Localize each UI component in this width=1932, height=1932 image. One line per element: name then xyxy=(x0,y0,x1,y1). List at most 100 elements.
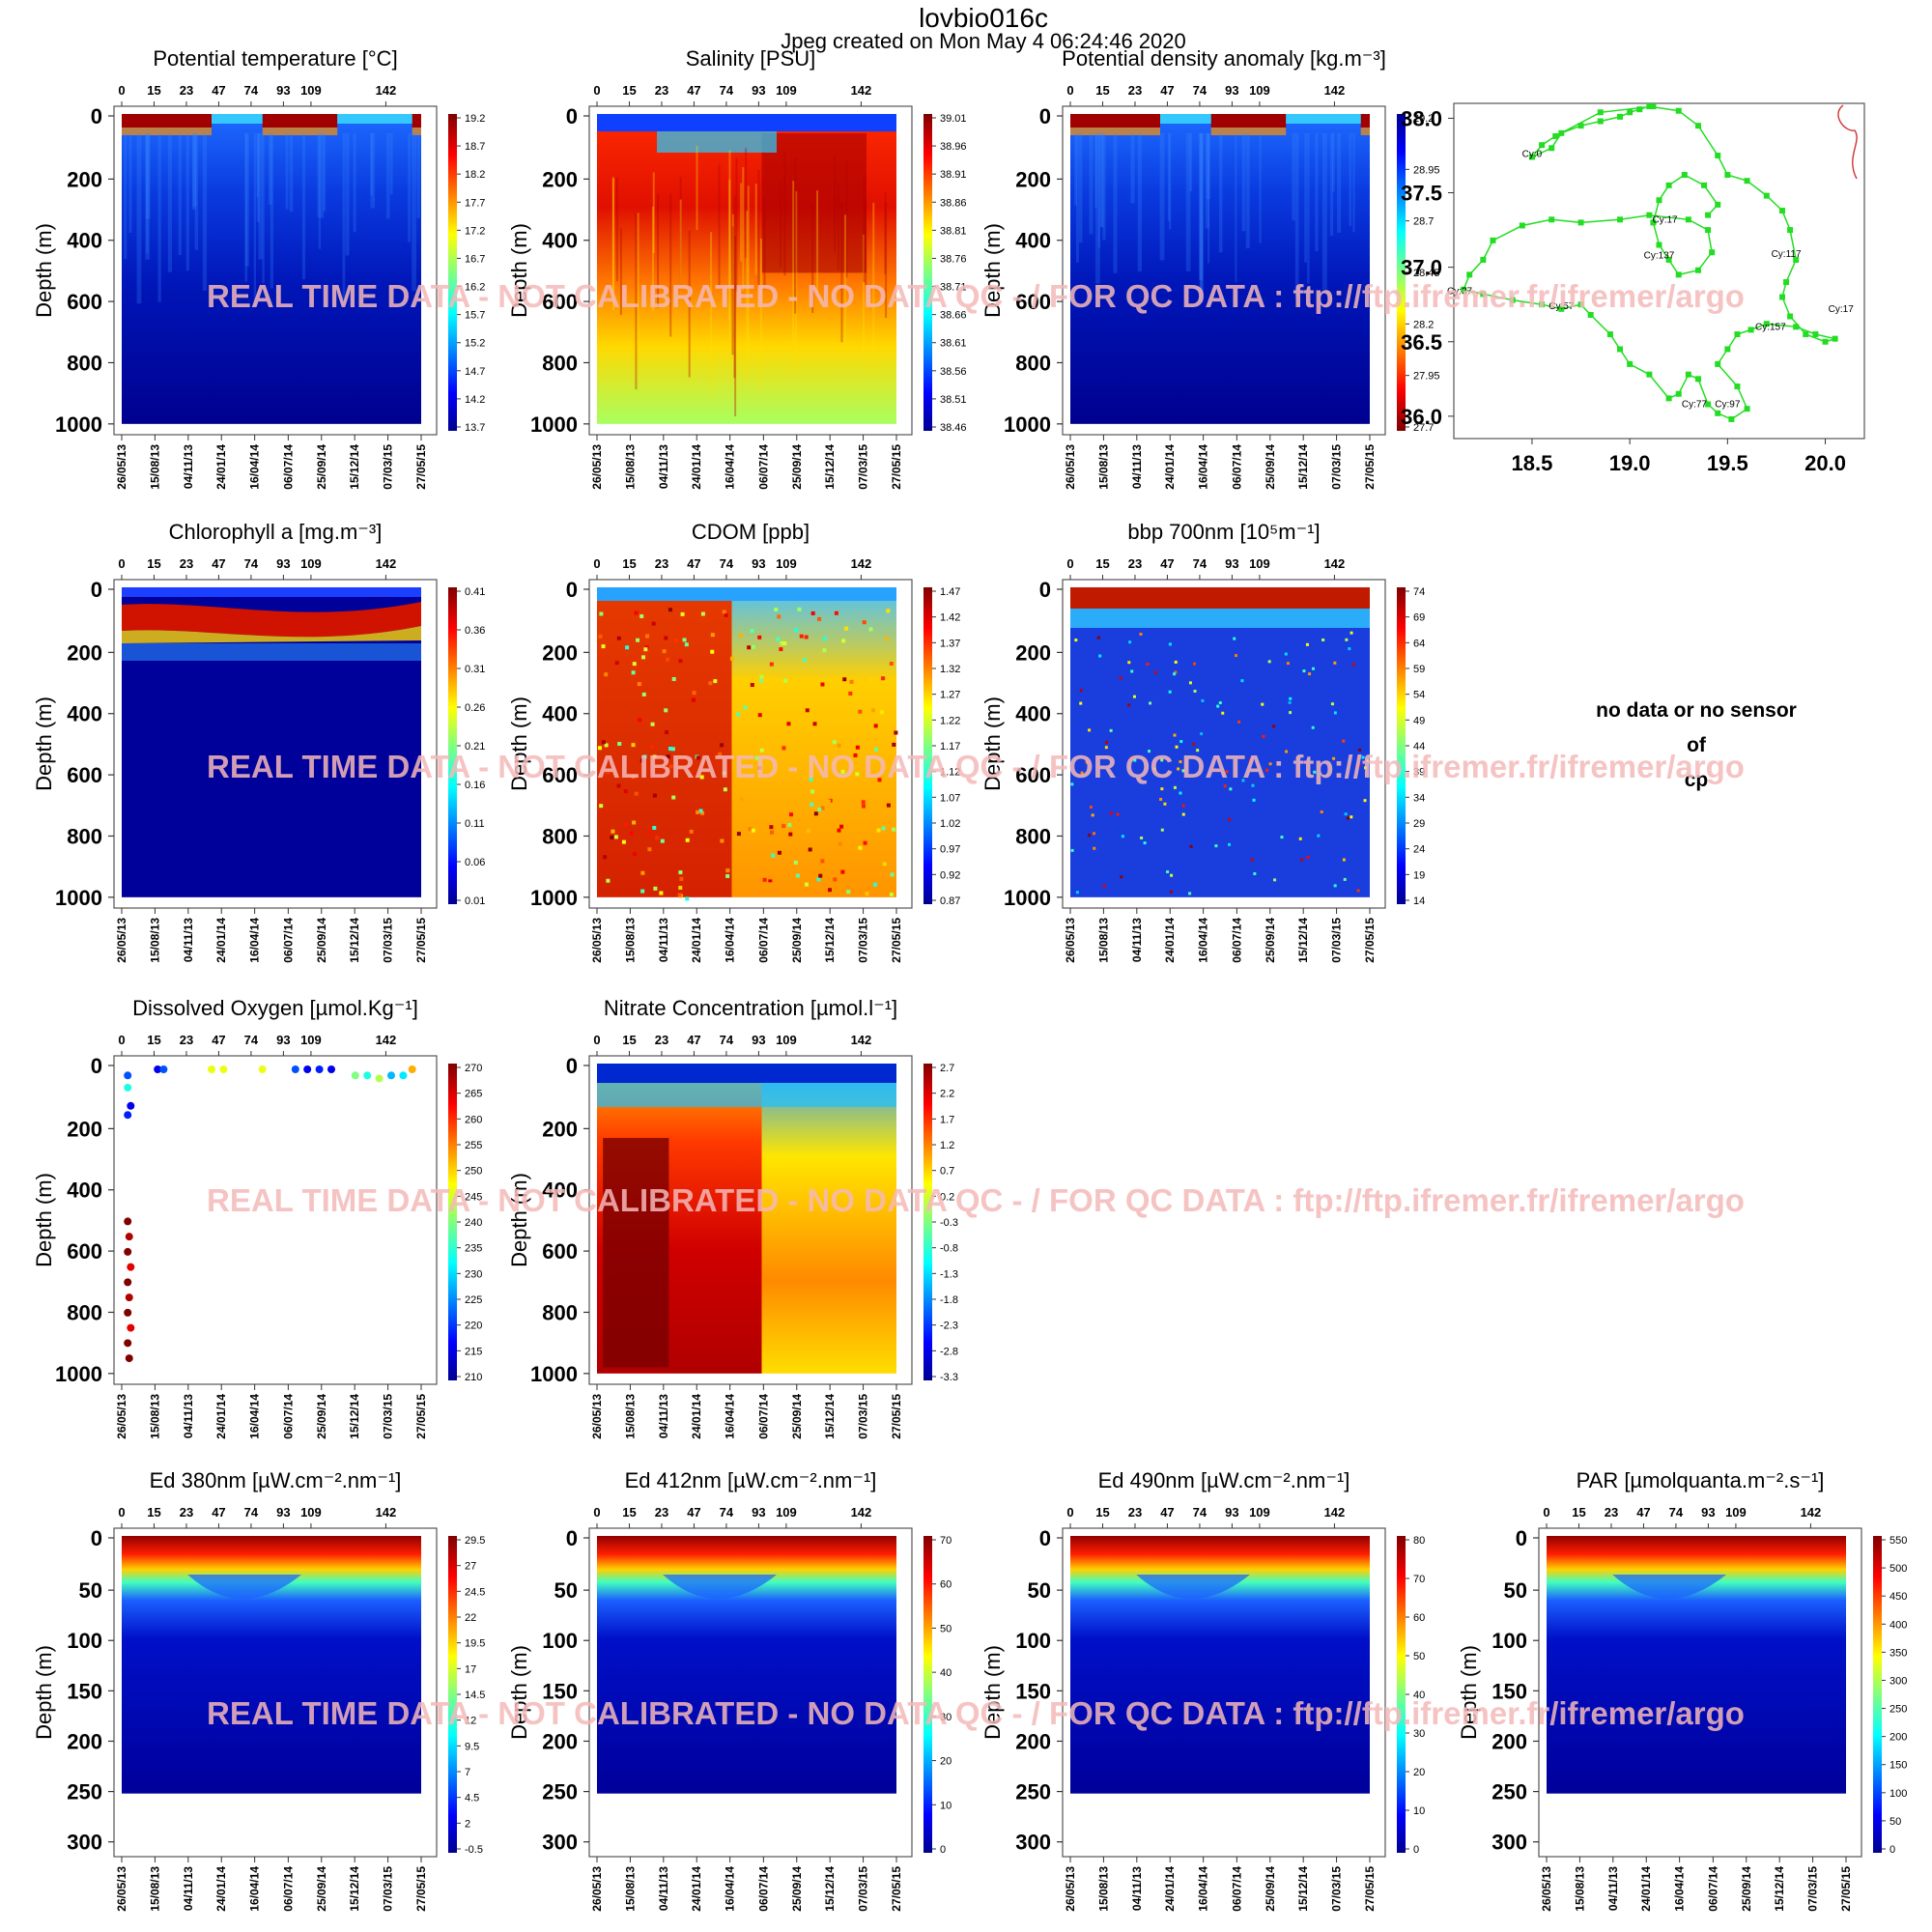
cycle-tick-label: 93 xyxy=(1701,1505,1715,1520)
cdom-point xyxy=(677,893,682,897)
bbp-spike xyxy=(1348,647,1351,651)
data-field xyxy=(597,1064,896,1374)
colorbar-tick-label: 235 xyxy=(465,1243,482,1255)
cdom-point xyxy=(890,872,895,877)
profile-streak xyxy=(1259,133,1262,243)
cdom-point xyxy=(599,804,604,809)
date-tick-label: 15/08/13 xyxy=(1096,444,1110,490)
bbp-spike xyxy=(1075,891,1079,895)
cdom-point xyxy=(642,754,647,759)
y-tick-label: 200 xyxy=(542,640,578,665)
y-axis-label: Depth (m) xyxy=(32,696,56,791)
bbp-spike xyxy=(1177,767,1180,771)
cdom-point xyxy=(724,612,728,617)
cdom-point xyxy=(799,634,804,639)
profile-streak xyxy=(637,213,639,358)
profile-streak xyxy=(1075,133,1079,263)
cycle-tick-label: 47 xyxy=(212,556,225,571)
bbp-spike xyxy=(1363,799,1367,803)
date-tick-label: 24/01/14 xyxy=(214,918,228,963)
surface-band-edge xyxy=(262,128,338,135)
cdom-point xyxy=(641,692,646,696)
trajectory-point xyxy=(1793,324,1800,330)
cdom-point xyxy=(889,892,894,896)
bbp-spike xyxy=(1262,734,1265,738)
colorbar-tick-label: 0.41 xyxy=(465,586,485,598)
cycle-tick-label: 142 xyxy=(376,1505,397,1520)
cdom-point xyxy=(750,628,754,633)
profile-streak xyxy=(1304,133,1307,263)
trajectory-point xyxy=(1577,123,1584,129)
profile-streak xyxy=(740,183,743,262)
y-axis-label: Depth (m) xyxy=(507,223,531,318)
date-tick-label: 07/03/15 xyxy=(1330,1866,1344,1912)
profile-streak xyxy=(612,178,615,310)
bbp-spike xyxy=(1174,670,1178,674)
date-tick-label: 06/07/14 xyxy=(756,918,770,963)
date-tick-label: 27/05/15 xyxy=(890,1394,903,1439)
y-tick-label: 200 xyxy=(1015,640,1051,665)
y-tick-label: 200 xyxy=(67,640,102,665)
colorbar-tick-label: 1.32 xyxy=(940,664,960,675)
profile-streak xyxy=(863,176,866,283)
trajectory-point xyxy=(1665,256,1672,263)
y-tick-label: 600 xyxy=(542,290,578,314)
y-axis-label: Depth (m) xyxy=(980,1645,1005,1740)
trajectory-point xyxy=(1577,301,1584,308)
cycle-tick-label: 47 xyxy=(212,83,225,98)
bbp-spike xyxy=(1225,770,1229,774)
cdom-point xyxy=(780,640,784,645)
cycle-label: Cy:37 xyxy=(1447,286,1473,297)
cdom-point xyxy=(841,639,846,643)
profile-streak xyxy=(816,190,819,295)
bbp-spike xyxy=(1093,832,1096,836)
panel-title: Ed 412nm [µW.cm⁻².nm⁻¹] xyxy=(625,1468,877,1492)
cdom-point xyxy=(839,824,844,829)
bbp-spike xyxy=(1088,728,1092,732)
colorbar xyxy=(1873,1536,1882,1853)
cdom-point xyxy=(720,743,724,748)
cdom-point xyxy=(631,743,636,748)
bbp-spike xyxy=(1173,672,1177,676)
trajectory-point xyxy=(1715,152,1721,158)
cycle-tick-label: 93 xyxy=(276,1033,290,1047)
profile-streak xyxy=(253,133,257,306)
bbp-spike xyxy=(1149,701,1152,705)
colorbar-tick-label: 1.42 xyxy=(940,612,960,624)
trajectory-point xyxy=(1793,256,1800,263)
bbp-spike xyxy=(1193,689,1197,693)
bbp-spike xyxy=(1342,858,1346,862)
chart-panel-temp: 0 200 400 600 800 1000 Depth (m) 0 15 23 47 74 93 109… xyxy=(32,46,485,490)
cycle-tick-label: 0 xyxy=(118,83,125,98)
bbp-spike xyxy=(1233,637,1236,640)
bbp-spike xyxy=(1342,739,1346,743)
cycle-label: Cy:57 xyxy=(1548,301,1575,312)
profile-streak xyxy=(1185,133,1191,271)
cdom-point xyxy=(748,827,753,832)
cdom-point xyxy=(643,647,648,652)
profile-streak xyxy=(780,180,782,268)
y-tick-label: 800 xyxy=(542,824,578,848)
trajectory-point xyxy=(1548,216,1555,223)
cdom-point xyxy=(670,747,675,752)
cdom-point xyxy=(682,638,687,642)
profile-streak xyxy=(635,213,638,389)
panel-title: Salinity [PSU] xyxy=(686,46,816,71)
colorbar-tick-label: 0.92 xyxy=(940,869,960,881)
profile-streak xyxy=(244,133,248,282)
cdom-point xyxy=(671,676,676,681)
colorbar-tick-label: 220 xyxy=(465,1321,482,1332)
cycle-tick-label: 109 xyxy=(776,1505,797,1520)
colorbar-tick-label: 1.17 xyxy=(940,741,960,753)
bbp-spike xyxy=(1102,884,1106,888)
trajectory-point xyxy=(1597,109,1604,116)
trajectory-point xyxy=(1787,313,1794,320)
bbp-spike xyxy=(1351,663,1355,667)
date-tick-label: 04/11/13 xyxy=(657,918,670,962)
profile-streak xyxy=(269,133,272,205)
surface-band xyxy=(412,114,421,128)
colorbar-tick-label: 0.87 xyxy=(940,895,960,907)
date-tick-label: 15/12/14 xyxy=(823,1394,837,1439)
cdom-point xyxy=(743,705,748,710)
cycle-tick-label: 15 xyxy=(1572,1505,1585,1520)
